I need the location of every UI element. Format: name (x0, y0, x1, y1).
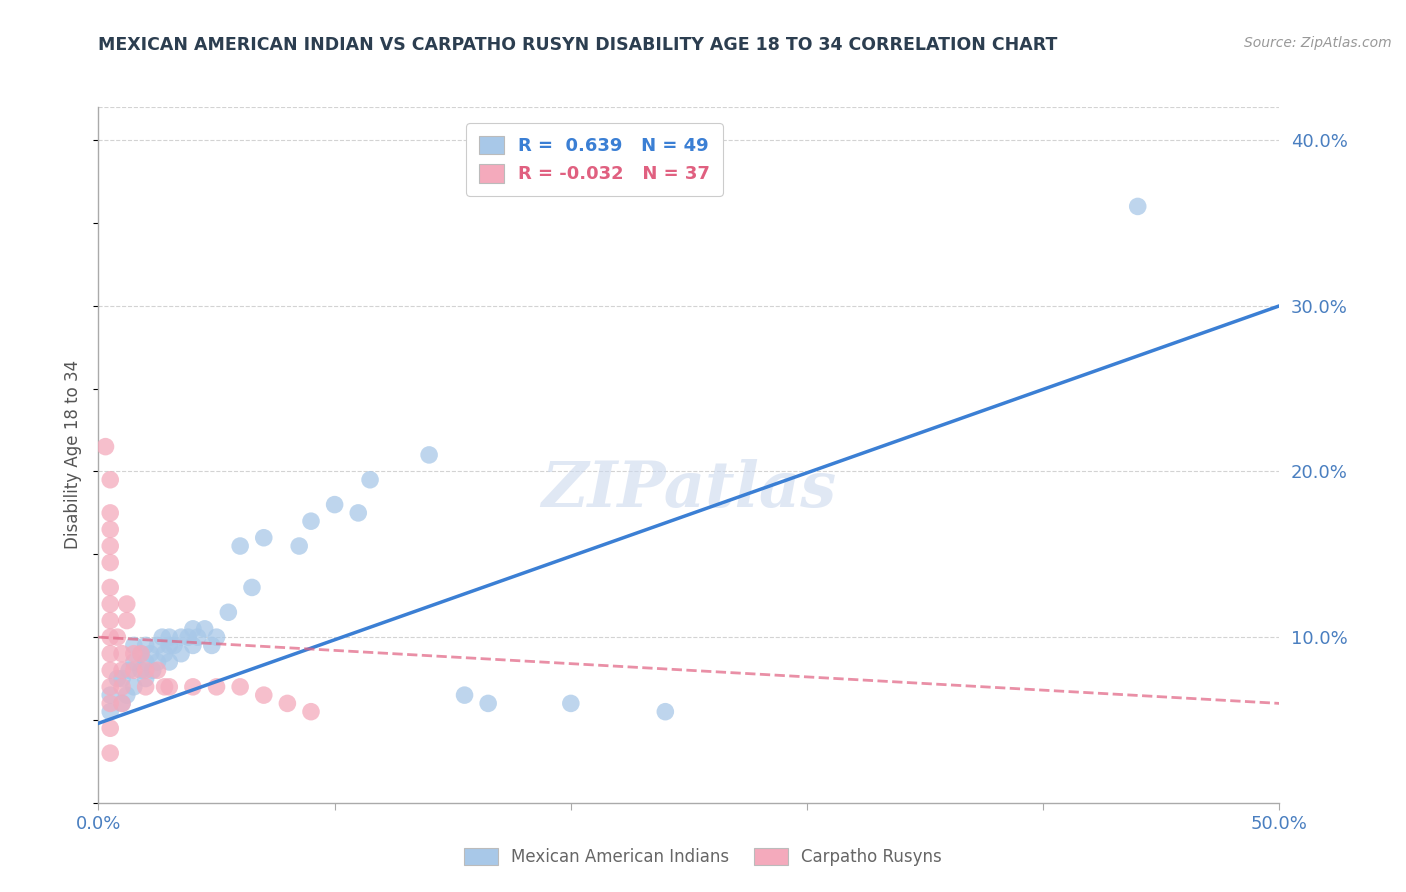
Point (157, 655, 180, 669)
Point (253, 531, 276, 545)
Point (115, 614, 138, 628)
Point (153, 680, 176, 694)
Point (560, 697, 582, 711)
Point (105, 630, 128, 644)
Point (157, 639, 180, 653)
Point (122, 655, 145, 669)
Point (177, 630, 200, 644)
Point (153, 647, 176, 661)
Point (163, 639, 186, 653)
Point (253, 688, 276, 702)
Point (98, 680, 121, 694)
Point (288, 539, 311, 553)
Point (157, 630, 180, 644)
Point (98, 663, 121, 677)
Point (299, 705, 322, 719)
Point (98, 705, 121, 719)
Point (359, 473, 381, 487)
Point (181, 639, 204, 653)
Point (157, 680, 180, 694)
Point (1126, 199, 1149, 213)
Point (98, 539, 121, 553)
Point (194, 622, 217, 636)
Point (129, 647, 152, 661)
Point (98, 746, 121, 760)
Point (111, 672, 134, 686)
Point (135, 655, 157, 669)
Point (187, 630, 209, 644)
Point (98, 697, 121, 711)
Point (170, 630, 193, 644)
Point (135, 680, 157, 694)
Point (135, 672, 157, 686)
Point (122, 663, 145, 677)
Point (418, 448, 440, 462)
Point (122, 639, 145, 653)
Point (111, 697, 134, 711)
Point (299, 514, 322, 528)
Point (111, 680, 134, 694)
Point (94, 440, 117, 454)
Point (122, 647, 145, 661)
Point (111, 647, 134, 661)
Point (139, 647, 162, 661)
Point (205, 680, 228, 694)
Text: MEXICAN AMERICAN INDIAN VS CARPATHO RUSYN DISABILITY AGE 18 TO 34 CORRELATION CH: MEXICAN AMERICAN INDIAN VS CARPATHO RUSY… (98, 36, 1057, 54)
Text: Source: ZipAtlas.com: Source: ZipAtlas.com (1244, 36, 1392, 50)
Point (111, 663, 134, 677)
Point (135, 639, 157, 653)
Y-axis label: Disability Age 18 to 34: Disability Age 18 to 34 (65, 360, 83, 549)
Point (115, 597, 138, 611)
Point (453, 688, 475, 702)
Point (105, 672, 128, 686)
Point (477, 697, 499, 711)
Point (654, 705, 676, 719)
Point (111, 697, 134, 711)
Point (98, 630, 121, 644)
Legend: Mexican American Indians, Carpatho Rusyns: Mexican American Indians, Carpatho Rusyn… (456, 840, 950, 875)
Point (146, 655, 169, 669)
Point (181, 622, 204, 636)
Point (98, 581, 121, 595)
Point (129, 663, 152, 677)
Point (98, 721, 121, 735)
Point (98, 614, 121, 628)
Point (115, 688, 138, 702)
Point (205, 630, 228, 644)
Point (229, 680, 252, 694)
Point (347, 506, 370, 520)
Point (118, 663, 141, 677)
Point (98, 506, 121, 520)
Point (181, 680, 204, 694)
Point (217, 605, 239, 619)
Point (146, 639, 169, 653)
Point (98, 688, 121, 702)
Point (122, 680, 145, 694)
Point (98, 556, 121, 570)
Point (276, 697, 298, 711)
Point (142, 663, 165, 677)
Text: ZIPatlas: ZIPatlas (541, 459, 837, 520)
Point (150, 630, 173, 644)
Point (129, 647, 152, 661)
Legend: R =  0.639   N = 49, R = -0.032   N = 37: R = 0.639 N = 49, R = -0.032 N = 37 (465, 123, 723, 196)
Point (146, 663, 169, 677)
Point (98, 647, 121, 661)
Point (98, 473, 121, 487)
Point (135, 663, 157, 677)
Point (229, 539, 252, 553)
Point (240, 581, 263, 595)
Point (98, 597, 121, 611)
Point (201, 639, 224, 653)
Point (170, 647, 193, 661)
Point (98, 523, 121, 537)
Point (323, 498, 346, 512)
